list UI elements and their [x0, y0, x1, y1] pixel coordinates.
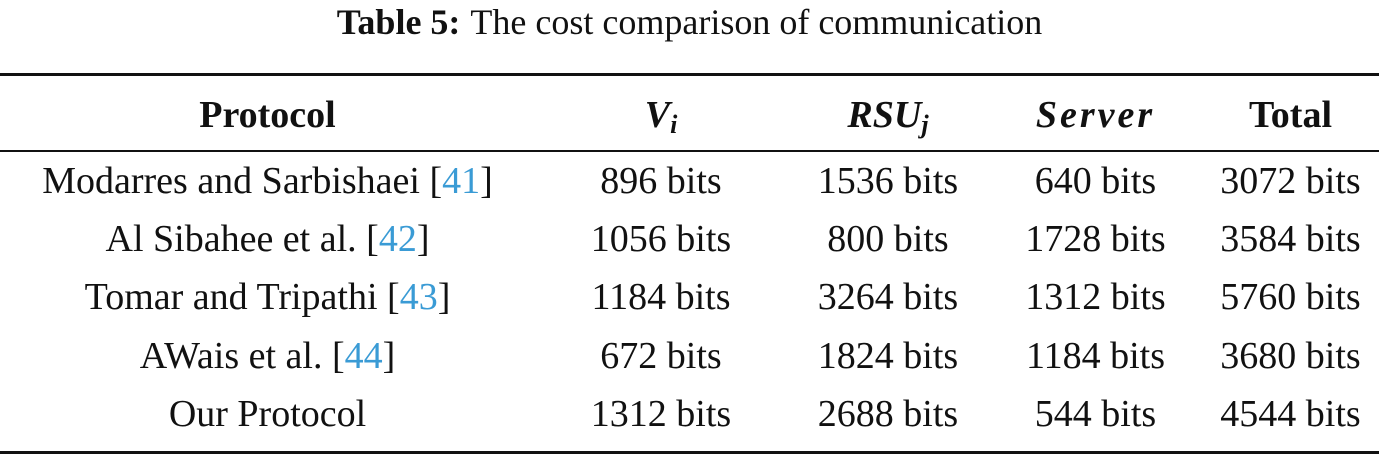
- cell-vi: 896 bits: [600, 160, 722, 202]
- citation-close-bracket: ]: [437, 276, 451, 319]
- table-row: Modarres and Sarbishaei [41] 896 bits 1536…: [0, 152, 1379, 210]
- citation-link[interactable]: 44: [344, 334, 383, 377]
- header-rsu-sub: j: [921, 110, 929, 139]
- header-server-math: Server: [1035, 94, 1156, 136]
- table-caption-text: The cost comparison of communication: [470, 2, 1043, 42]
- protocol-name: Al Sibahee et al.: [105, 218, 367, 261]
- citation-link[interactable]: 41: [442, 160, 481, 202]
- header-total: Total: [1248, 94, 1333, 136]
- header-protocol: Protocol: [199, 94, 336, 136]
- citation-open-bracket: [: [387, 276, 400, 319]
- citation-link[interactable]: 42: [378, 218, 417, 261]
- header-rsu-base: RSU: [847, 94, 922, 136]
- header-rsu-math: RSUj: [847, 94, 929, 139]
- cell-rsu: 1824 bits: [817, 334, 959, 377]
- cell-vi: 1056 bits: [590, 218, 732, 261]
- citation-open-bracket: [: [331, 334, 345, 377]
- protocol-name: Modarres and Sarbishaei: [42, 160, 430, 202]
- citation-close-bracket: ]: [480, 160, 493, 202]
- cell-total: 4544 bits: [1220, 392, 1361, 435]
- header-vi-base: V: [644, 94, 671, 136]
- cell-rsu: 1536 bits: [817, 160, 959, 202]
- header-vi-math: Vi: [644, 94, 678, 139]
- protocol-name: Tomar and Tripathi: [84, 276, 388, 319]
- table-row: Tomar and Tripathi [43] 1184 bits 3264 bit…: [0, 268, 1379, 326]
- table-bottom-rule: [0, 451, 1379, 454]
- cell-server: 1184 bits: [1026, 334, 1165, 377]
- cell-server: 1728 bits: [1025, 218, 1166, 261]
- cell-total: 3584 bits: [1220, 218, 1361, 261]
- header-vi: Vi: [535, 84, 787, 146]
- header-vi-sub: i: [670, 110, 678, 139]
- protocol-name: AWais et al.: [139, 334, 332, 377]
- cell-protocol: Tomar and Tripathi [43]: [0, 268, 535, 326]
- cell-total: 3680 bits: [1220, 334, 1361, 377]
- cell-server: 1312 bits: [1025, 276, 1166, 319]
- table-header: Protocol Vi RSUj Server Total: [0, 84, 1379, 152]
- table-row: AWais et al. [44] 672 bits 1824 bits 1184 b…: [0, 327, 1379, 385]
- cell-server: 640 bits: [1034, 160, 1157, 202]
- table-caption-label: Table 5:: [336, 2, 461, 42]
- table-caption: Table 5: The cost comparison of communica…: [0, 0, 1379, 52]
- protocol-name: Our Protocol: [168, 392, 367, 435]
- table-row: Our Protocol 1312 bits 2688 bits 544 bits 45…: [0, 385, 1379, 443]
- table-top-rule: [0, 73, 1379, 76]
- cell-rsu: 3264 bits: [817, 276, 959, 319]
- cell-vi: 1184 bits: [591, 276, 731, 319]
- cell-protocol: Our Protocol: [0, 385, 535, 443]
- cell-vi: 1312 bits: [590, 392, 732, 435]
- cell-total: 3072 bits: [1220, 160, 1361, 202]
- citation-close-bracket: ]: [382, 334, 396, 377]
- citation-open-bracket: [: [429, 160, 443, 202]
- table-body: Modarres and Sarbishaei [41] 896 bits 1536…: [0, 152, 1379, 443]
- cell-rsu: 800 bits: [827, 218, 949, 261]
- cell-vi: 672 bits: [600, 334, 722, 377]
- citation-link[interactable]: 43: [399, 276, 438, 319]
- header-rsu: RSUj: [787, 84, 989, 146]
- cost-comparison-table: Protocol Vi RSUj Server Total Modarres a…: [0, 84, 1379, 443]
- table-header-row: Protocol Vi RSUj Server Total: [0, 84, 1379, 146]
- table-header-rule: [0, 150, 1379, 152]
- cell-server: 544 bits: [1034, 392, 1157, 435]
- citation-open-bracket: [: [366, 218, 379, 261]
- cell-protocol: AWais et al. [44]: [0, 327, 535, 385]
- header-server: Server: [989, 84, 1202, 146]
- table-row: Al Sibahee et al. [42] 1056 bits 800 bits 1…: [0, 210, 1379, 268]
- citation-close-bracket: ]: [416, 218, 430, 261]
- cell-rsu: 2688 bits: [817, 392, 959, 435]
- cell-total: 5760 bits: [1220, 276, 1361, 319]
- cell-protocol: Modarres and Sarbishaei [41]: [0, 152, 535, 210]
- cell-protocol: Al Sibahee et al. [42]: [0, 210, 535, 268]
